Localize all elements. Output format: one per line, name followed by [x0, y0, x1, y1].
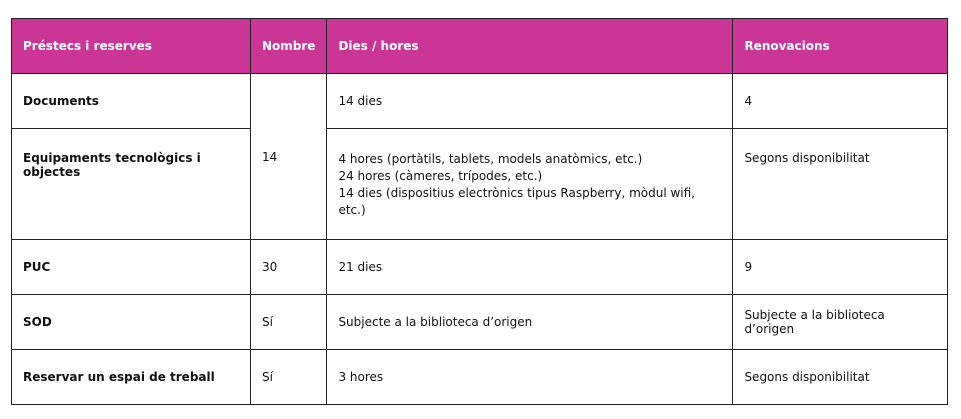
row-dies: 4 hores (portàtils, tablets, models anat… — [326, 128, 734, 240]
row-dies: 21 dies — [326, 239, 734, 295]
row-nombre: Sí — [249, 294, 328, 350]
table-row: SOD Sí Subjecte a la biblioteca d’origen… — [11, 294, 948, 350]
row-nombre: 14 — [249, 73, 328, 240]
row-renovacions: Segons disponibilitat — [732, 128, 948, 240]
table-header-row: Préstecs i reserves Nombre Dies / hores … — [11, 18, 948, 74]
row-dies: Subjecte a la biblioteca d’origen — [326, 294, 734, 350]
row-label: SOD — [11, 294, 251, 350]
row-renovacions: Subjecte a la biblioteca d’origen — [732, 294, 948, 350]
header-renovacions: Renovacions — [732, 18, 948, 74]
row-renovacions: Segons disponibilitat — [732, 349, 948, 405]
row-label: PUC — [11, 239, 251, 295]
row-renovacions: 4 — [732, 73, 948, 129]
dies-line: 4 hores (portàtils, tablets, models anat… — [338, 152, 643, 166]
loans-table: Préstecs i reserves Nombre Dies / hores … — [11, 18, 948, 405]
row-renovacions: 9 — [732, 239, 948, 295]
row-label: Documents — [11, 73, 251, 129]
header-dies: Dies / hores — [326, 18, 734, 74]
dies-line: etc.) — [338, 203, 366, 217]
row-dies: 14 dies — [326, 73, 734, 129]
table-row: PUC 30 21 dies 9 — [11, 239, 948, 295]
row-label: Reservar un espai de treball — [11, 349, 251, 405]
row-dies: 3 hores — [326, 349, 734, 405]
dies-line: 14 dies (dispositius electrònics tipus R… — [338, 186, 696, 200]
row-label: Equipaments tecnològics i objectes — [11, 128, 251, 240]
dies-line: 24 hores (càmeres, trípodes, etc.) — [338, 169, 543, 183]
row-nombre: 30 — [249, 239, 328, 295]
table-row: Equipaments tecnològics i objectes 4 hor… — [11, 128, 948, 240]
header-prestecs: Préstecs i reserves — [11, 18, 251, 74]
header-nombre: Nombre — [249, 18, 328, 74]
row-nombre: Sí — [249, 349, 328, 405]
table-row: Documents 14 14 dies 4 — [11, 73, 948, 240]
table-row: Reservar un espai de treball Sí 3 hores … — [11, 349, 948, 405]
